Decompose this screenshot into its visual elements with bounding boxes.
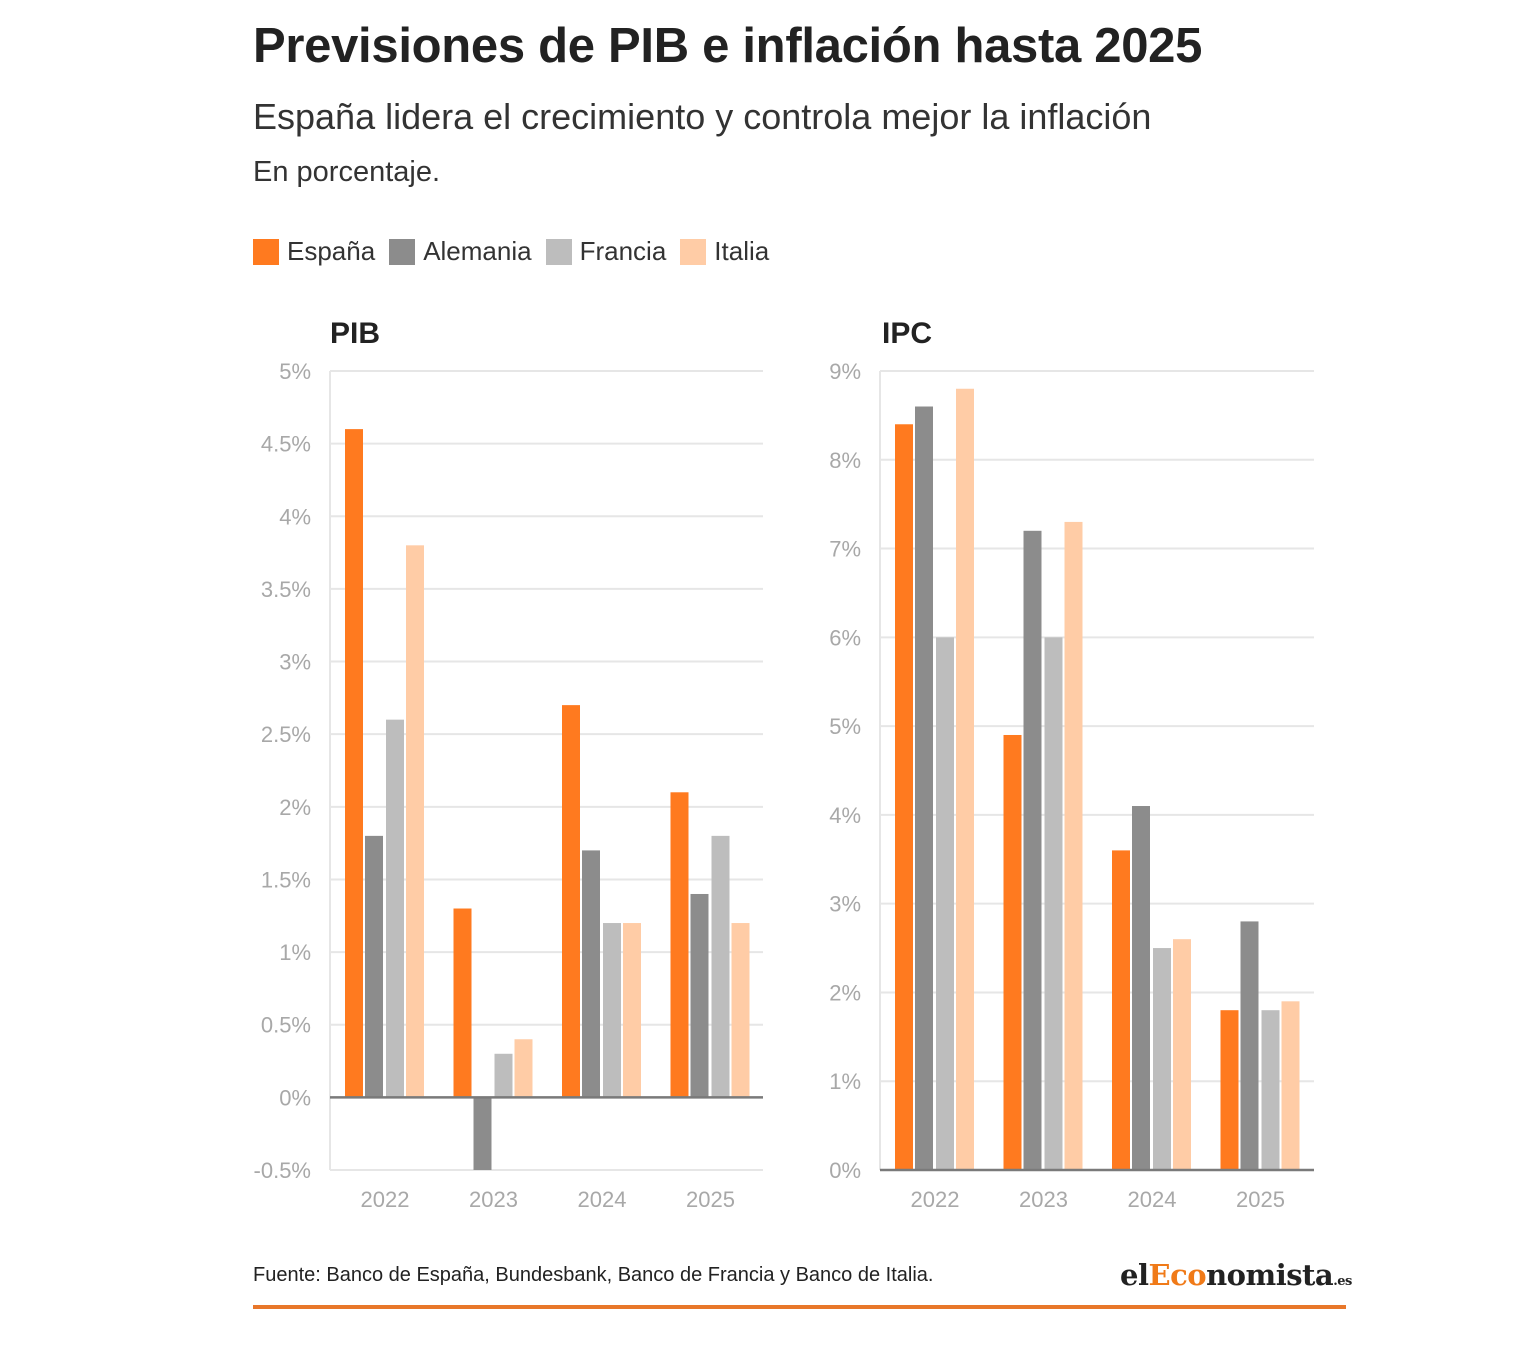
legend-swatch-espana (253, 238, 279, 265)
ipc-xtick-label: 2025 (1236, 1187, 1285, 1212)
charts-canvas: PIB -0.5% 0% 0.5% 1% 1.5% 2% 2.5% 3% 3.5% 4% 4.5% 5%… (254, 317, 1314, 1212)
pib-ytick-label: 1% (279, 940, 311, 965)
ipc-bar-francia-2024 (1153, 948, 1171, 1170)
ipc-ytick-label: 5% (829, 714, 861, 739)
pib-xtick-label: 2024 (578, 1187, 627, 1212)
logo-prefix: el (1120, 1258, 1149, 1292)
pib-ytick-label: 1.5% (261, 867, 311, 892)
pib-xtick-label: 2022 (361, 1187, 410, 1212)
logo-accent: Eco (1148, 1258, 1207, 1292)
publisher-logo: elEconomista.es (1120, 1258, 1352, 1292)
pib-bar-italia-2022 (406, 545, 424, 1098)
ipc-ytick-label: 7% (829, 537, 861, 562)
pib-bar-espana-2023 (453, 908, 472, 1098)
ipc-ytick-label: 2% (829, 980, 861, 1005)
pib-bar-francia-2025 (711, 835, 730, 1098)
pib-ytick-label: 2% (279, 795, 311, 820)
legend-label-italia: Italia (714, 236, 770, 266)
ipc-bar-francia-2023 (1044, 637, 1063, 1170)
pib-bar-espana-2025 (670, 792, 689, 1098)
pib-bar-italia-2025 (731, 923, 750, 1098)
ipc-bar-espana-2024 (1112, 850, 1130, 1170)
legend: España Alemania Francia Italia (253, 236, 783, 267)
pib-bar-alemania-2025 (690, 893, 709, 1098)
pib-bar-espana-2024 (562, 705, 580, 1098)
ipc-ytick-label: 3% (829, 892, 861, 917)
pib-ytick-label: 4.5% (261, 432, 311, 457)
ipc-ytick-label: 6% (829, 625, 861, 650)
chart-subtitle: España lidera el crecimiento y controla … (253, 96, 1152, 137)
logo-tld: .es (1333, 1274, 1352, 1289)
pib-ytick-label: 0.5% (261, 1013, 311, 1038)
pib-ytick-label: 0% (279, 1085, 311, 1110)
unit-note: En porcentaje. (253, 156, 441, 188)
pib-xtick-label: 2023 (469, 1187, 518, 1212)
pib-ytick-label: 3.5% (261, 577, 311, 602)
legend-label-espana: España (287, 236, 376, 266)
pib-bar-francia-2022 (386, 719, 404, 1098)
pib-bar-alemania-2023 (473, 1097, 492, 1170)
ipc-ytick-label: 8% (829, 448, 861, 473)
pib-bar-italia-2023 (514, 1039, 533, 1098)
ipc-ytick-label: 4% (829, 803, 861, 828)
pib-ytick-label: -0.5% (254, 1158, 311, 1183)
pib-ytick-label: 3% (279, 650, 311, 675)
ipc-bar-italia-2023 (1064, 521, 1083, 1170)
ipc-bar-alemania-2022 (915, 406, 933, 1170)
ipc-bar-alemania-2024 (1132, 806, 1150, 1170)
pib-bar-italia-2024 (623, 923, 641, 1098)
logo-suffix: nomista (1206, 1258, 1334, 1292)
pib-ytick-label: 2.5% (261, 722, 311, 747)
ipc-xtick-label: 2023 (1019, 1187, 1068, 1212)
footer-rule (253, 1305, 1346, 1309)
ipc-bar-espana-2025 (1220, 1010, 1239, 1170)
legend-swatch-alemania (389, 238, 416, 265)
pib-ytick-label: 4% (279, 504, 311, 529)
ipc-bar-alemania-2025 (1240, 921, 1259, 1170)
ipc-bar-italia-2022 (956, 388, 974, 1170)
ipc-bar-italia-2024 (1173, 939, 1191, 1170)
ipc-bar-italia-2025 (1281, 1001, 1300, 1170)
ipc-bar-francia-2022 (936, 637, 954, 1170)
legend-label-alemania: Alemania (423, 236, 532, 266)
pib-bar-espana-2022 (345, 429, 363, 1098)
ipc-ytick-label: 0% (829, 1158, 861, 1183)
legend-item-francia: Francia (545, 236, 667, 267)
ipc-xtick-label: 2022 (911, 1187, 960, 1212)
ipc-bar-alemania-2023 (1023, 530, 1042, 1170)
ipc-xtick-label: 2024 (1128, 1187, 1177, 1212)
source-note: Fuente: Banco de España, Bundesbank, Ban… (253, 1264, 934, 1286)
ipc-title: IPC (882, 317, 932, 350)
pib-bar-francia-2024 (603, 923, 621, 1098)
pib-bar-alemania-2022 (365, 835, 383, 1098)
legend-swatch-italia (680, 238, 707, 265)
pib-xtick-label: 2025 (686, 1187, 735, 1212)
legend-item-espana: España (253, 236, 375, 267)
pib-bar-francia-2023 (494, 1053, 513, 1098)
chart-title: Previsiones de PIB e inflación hasta 202… (253, 19, 1203, 73)
ipc-ytick-label: 1% (829, 1069, 861, 1094)
legend-item-alemania: Alemania (389, 236, 532, 267)
pib-ytick-label: 5% (279, 359, 311, 384)
legend-item-italia: Italia (680, 236, 769, 267)
ipc-bar-francia-2025 (1261, 1010, 1280, 1170)
ipc-bar-espana-2022 (895, 424, 913, 1170)
pib-title: PIB (330, 317, 380, 350)
ipc-bar-espana-2023 (1003, 734, 1022, 1170)
legend-label-francia: Francia (579, 236, 667, 266)
legend-swatch-francia (545, 238, 572, 265)
ipc-ytick-label: 9% (829, 359, 861, 384)
pib-bar-alemania-2024 (582, 850, 600, 1098)
